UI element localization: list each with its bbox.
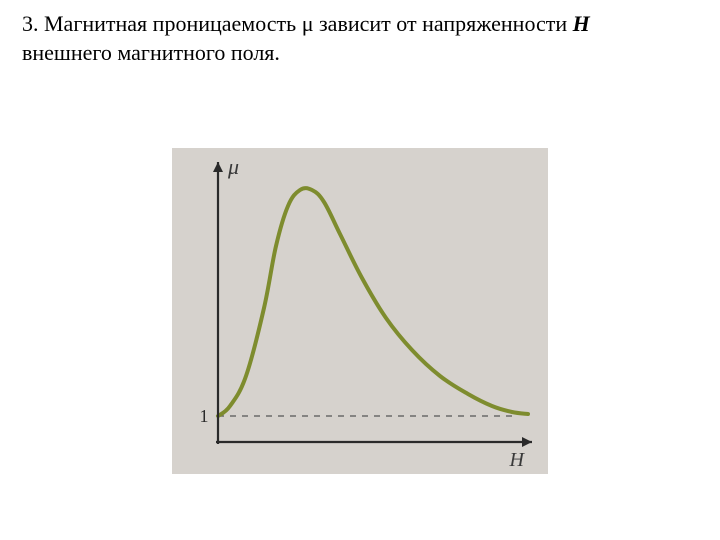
svg-text:1: 1 — [200, 406, 209, 426]
svg-text:H: H — [509, 449, 526, 471]
caption-post: внешнего магнитного поля. — [22, 40, 280, 65]
mu-vs-h-chart: μ H 1 — [172, 148, 548, 474]
caption-mu: μ — [302, 11, 314, 36]
chart-svg: μ H 1 — [172, 148, 548, 474]
caption-pre: 3. Магнитная проницаемость — [22, 11, 302, 36]
caption-mid: зависит от напряженности — [313, 11, 572, 36]
svg-text:μ: μ — [227, 154, 239, 179]
figure-caption: 3. Магнитная проницаемость μ зависит от … — [22, 10, 698, 67]
caption-H: H — [573, 11, 590, 36]
